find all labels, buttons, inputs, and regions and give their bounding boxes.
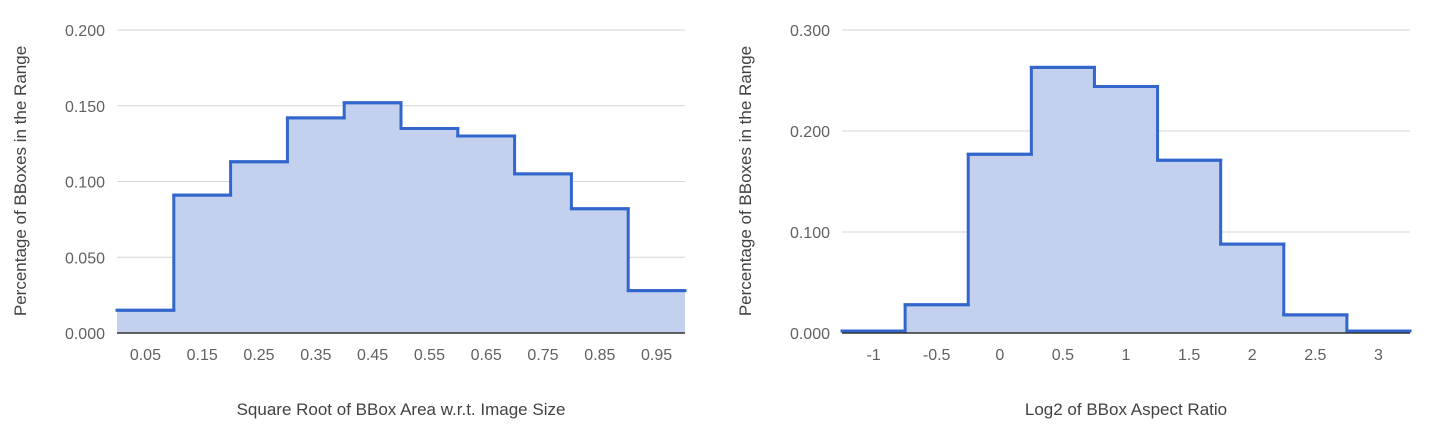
x-tick-label: 0.05 — [130, 347, 161, 364]
x-axis-label: Log2 of BBox Aspect Ratio — [1025, 400, 1227, 419]
x-tick-label: 0.35 — [300, 347, 331, 364]
x-tick-label: 3 — [1374, 347, 1383, 364]
x-axis-label: Square Root of BBox Area w.r.t. Image Si… — [237, 400, 566, 419]
y-axis-label: Percentage of BBoxes in the Range — [11, 46, 30, 316]
bbox-aspect-ratio-histogram: 0.000 0.100 0.200 0.300 -1 -0.5 0 0.5 1 1.5 2 2.5 3 L… — [736, 23, 1412, 419]
y-axis-label: Percentage of BBoxes in the Range — [736, 46, 755, 316]
x-tick-label: 0 — [995, 347, 1004, 364]
x-tick-label: 2.5 — [1304, 347, 1326, 364]
x-tick-label: 0.85 — [584, 347, 615, 364]
x-tick-label: 1.5 — [1178, 347, 1200, 364]
area-fill — [842, 67, 1410, 334]
y-tick-label: 0.150 — [65, 99, 105, 116]
y-tick-label: 0.200 — [790, 124, 830, 141]
x-tick-label: 0.45 — [357, 347, 388, 364]
x-tick-label: 0.95 — [641, 347, 672, 364]
x-tick-label: 1 — [1122, 347, 1131, 364]
x-tick-label: 0.55 — [414, 347, 445, 364]
y-tick-label: 0.000 — [65, 326, 105, 343]
y-tick-label: 0.050 — [65, 250, 105, 267]
x-tick-label: 0.15 — [187, 347, 218, 364]
step-line — [117, 101, 685, 312]
x-tick-label: 2 — [1248, 347, 1257, 364]
y-tick-label: 0.100 — [790, 225, 830, 242]
x-tick-label: 0.65 — [471, 347, 502, 364]
bbox-size-histogram: 0.000 0.050 0.100 0.150 0.200 0.05 0.15 0.25 0.3… — [11, 23, 687, 419]
y-tick-label: 0.100 — [65, 175, 105, 192]
y-tick-label: 0.200 — [65, 23, 105, 40]
x-tick-label: 0.75 — [527, 347, 558, 364]
y-tick-label: 0.300 — [790, 23, 830, 40]
x-tick-label: 0.25 — [243, 347, 274, 364]
x-tick-label: -0.5 — [923, 347, 951, 364]
area-fill — [117, 102, 685, 333]
x-tick-label: 0.5 — [1052, 347, 1074, 364]
step-line — [842, 65, 1410, 333]
y-tick-label: 0.000 — [790, 326, 830, 343]
x-tick-label: -1 — [866, 347, 880, 364]
